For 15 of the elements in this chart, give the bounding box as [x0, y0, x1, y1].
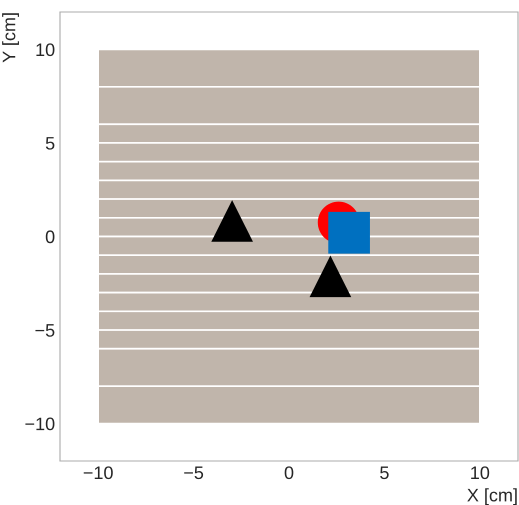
- x-tick-label: −5: [184, 466, 204, 480]
- point: [310, 256, 352, 298]
- y-axis-title: Y [cm]: [2, 13, 19, 62]
- point: [328, 212, 370, 254]
- x-tick-label: 10: [471, 466, 490, 480]
- x-tick-label: 5: [380, 466, 389, 480]
- point: [211, 200, 253, 242]
- x-axis-title: X [cm]: [467, 488, 517, 505]
- y-tick-label: −10: [25, 418, 54, 430]
- x-tick-label: 0: [284, 466, 294, 480]
- y-tick-label: 0: [46, 230, 54, 244]
- y-tick-label: −5: [35, 324, 54, 337]
- y-tick-label: 5: [46, 137, 54, 150]
- x-tick-label: −10: [84, 466, 113, 480]
- y-tick-label: 10: [36, 43, 54, 56]
